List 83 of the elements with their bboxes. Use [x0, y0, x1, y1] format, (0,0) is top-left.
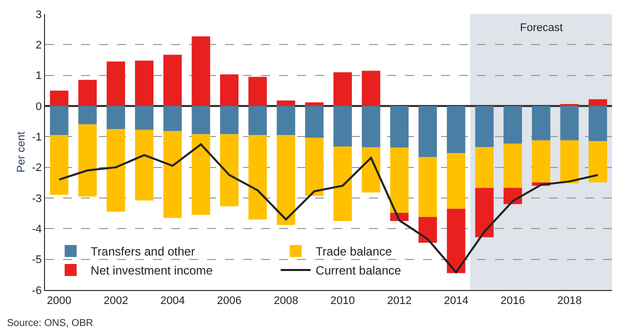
bar: [220, 134, 238, 206]
bar: [390, 148, 409, 213]
bar: [78, 106, 97, 124]
bar: [78, 124, 97, 196]
bar: [362, 106, 380, 148]
x-tick-label: 2018: [557, 295, 582, 308]
bar: [163, 131, 182, 218]
y-tick-label: 0: [36, 100, 42, 113]
bar: [135, 60, 154, 106]
line-series: [58, 143, 599, 274]
bar: [475, 106, 494, 148]
bar: [78, 80, 97, 106]
legend-label: Net investment income: [90, 264, 214, 278]
x-tick-label: 2004: [160, 295, 185, 308]
bar: [50, 106, 68, 136]
bar: [248, 76, 267, 106]
y-tick-label: -5: [32, 254, 42, 266]
y-tick-label: -6: [32, 284, 42, 297]
bar: [446, 208, 466, 274]
bar: [305, 106, 324, 138]
bar: [305, 102, 324, 106]
bar: [106, 62, 126, 106]
y-axis-title: Per cent: [16, 132, 28, 172]
y-tick-label: 2: [36, 40, 42, 52]
bar: [276, 135, 296, 225]
bar: [588, 106, 608, 142]
x-tick-label: 2012: [387, 295, 412, 308]
x-tick-label: 2010: [330, 295, 355, 308]
bar: [135, 130, 154, 200]
bar: [418, 157, 437, 218]
band-label: Forecast: [520, 22, 563, 34]
bar: [163, 54, 182, 106]
source-note: Source: ONS, OBR: [7, 318, 94, 329]
y-tick-label: -1: [32, 132, 42, 144]
bar: [475, 188, 494, 238]
x-tick-label: 2014: [444, 295, 468, 308]
bar: [192, 106, 210, 134]
bar: [192, 134, 210, 215]
bar: [446, 153, 466, 209]
x-tick-label: 2002: [104, 295, 128, 308]
x-tick-label: 2000: [46, 295, 72, 308]
bar: [504, 106, 522, 144]
bar: [220, 106, 238, 134]
bar: [305, 138, 324, 196]
bar: [333, 72, 352, 106]
legend-label: Transfers and other: [90, 244, 195, 259]
bar: [504, 144, 522, 188]
x-tick-label: 2008: [274, 295, 298, 308]
bar: [220, 74, 238, 106]
bar: [106, 129, 126, 212]
bar: [532, 106, 550, 140]
bar: [106, 106, 126, 129]
x-tick-label: 2016: [500, 295, 526, 308]
legend-label: Trade balance: [316, 244, 392, 259]
y-tick-label: 1: [36, 70, 42, 82]
bar: [532, 140, 550, 182]
bar: [560, 106, 579, 140]
bar: [446, 106, 466, 154]
bar: [418, 106, 437, 158]
bar: [588, 141, 608, 182]
bar: [276, 106, 296, 136]
bar: [362, 70, 380, 106]
x-tick-label: 2006: [217, 295, 242, 308]
bar: [50, 135, 68, 195]
bar: [418, 217, 437, 243]
bar: [163, 106, 182, 132]
bar: [390, 106, 409, 148]
y-tick-label: 3: [36, 8, 42, 21]
bar: [248, 106, 267, 136]
y-tick-label: -3: [32, 192, 42, 205]
legend-label: Current balance: [316, 264, 402, 278]
bar: [192, 36, 210, 106]
bar: [248, 135, 267, 220]
y-tick-label: -2: [32, 162, 42, 174]
bar: [276, 100, 296, 106]
bar: [475, 147, 494, 188]
bar: [560, 140, 579, 184]
bar: [588, 99, 608, 106]
bar: [333, 106, 352, 146]
bar: [135, 106, 154, 130]
y-tick-label: -4: [32, 224, 42, 236]
bar: [333, 146, 352, 221]
bar: [50, 90, 68, 106]
